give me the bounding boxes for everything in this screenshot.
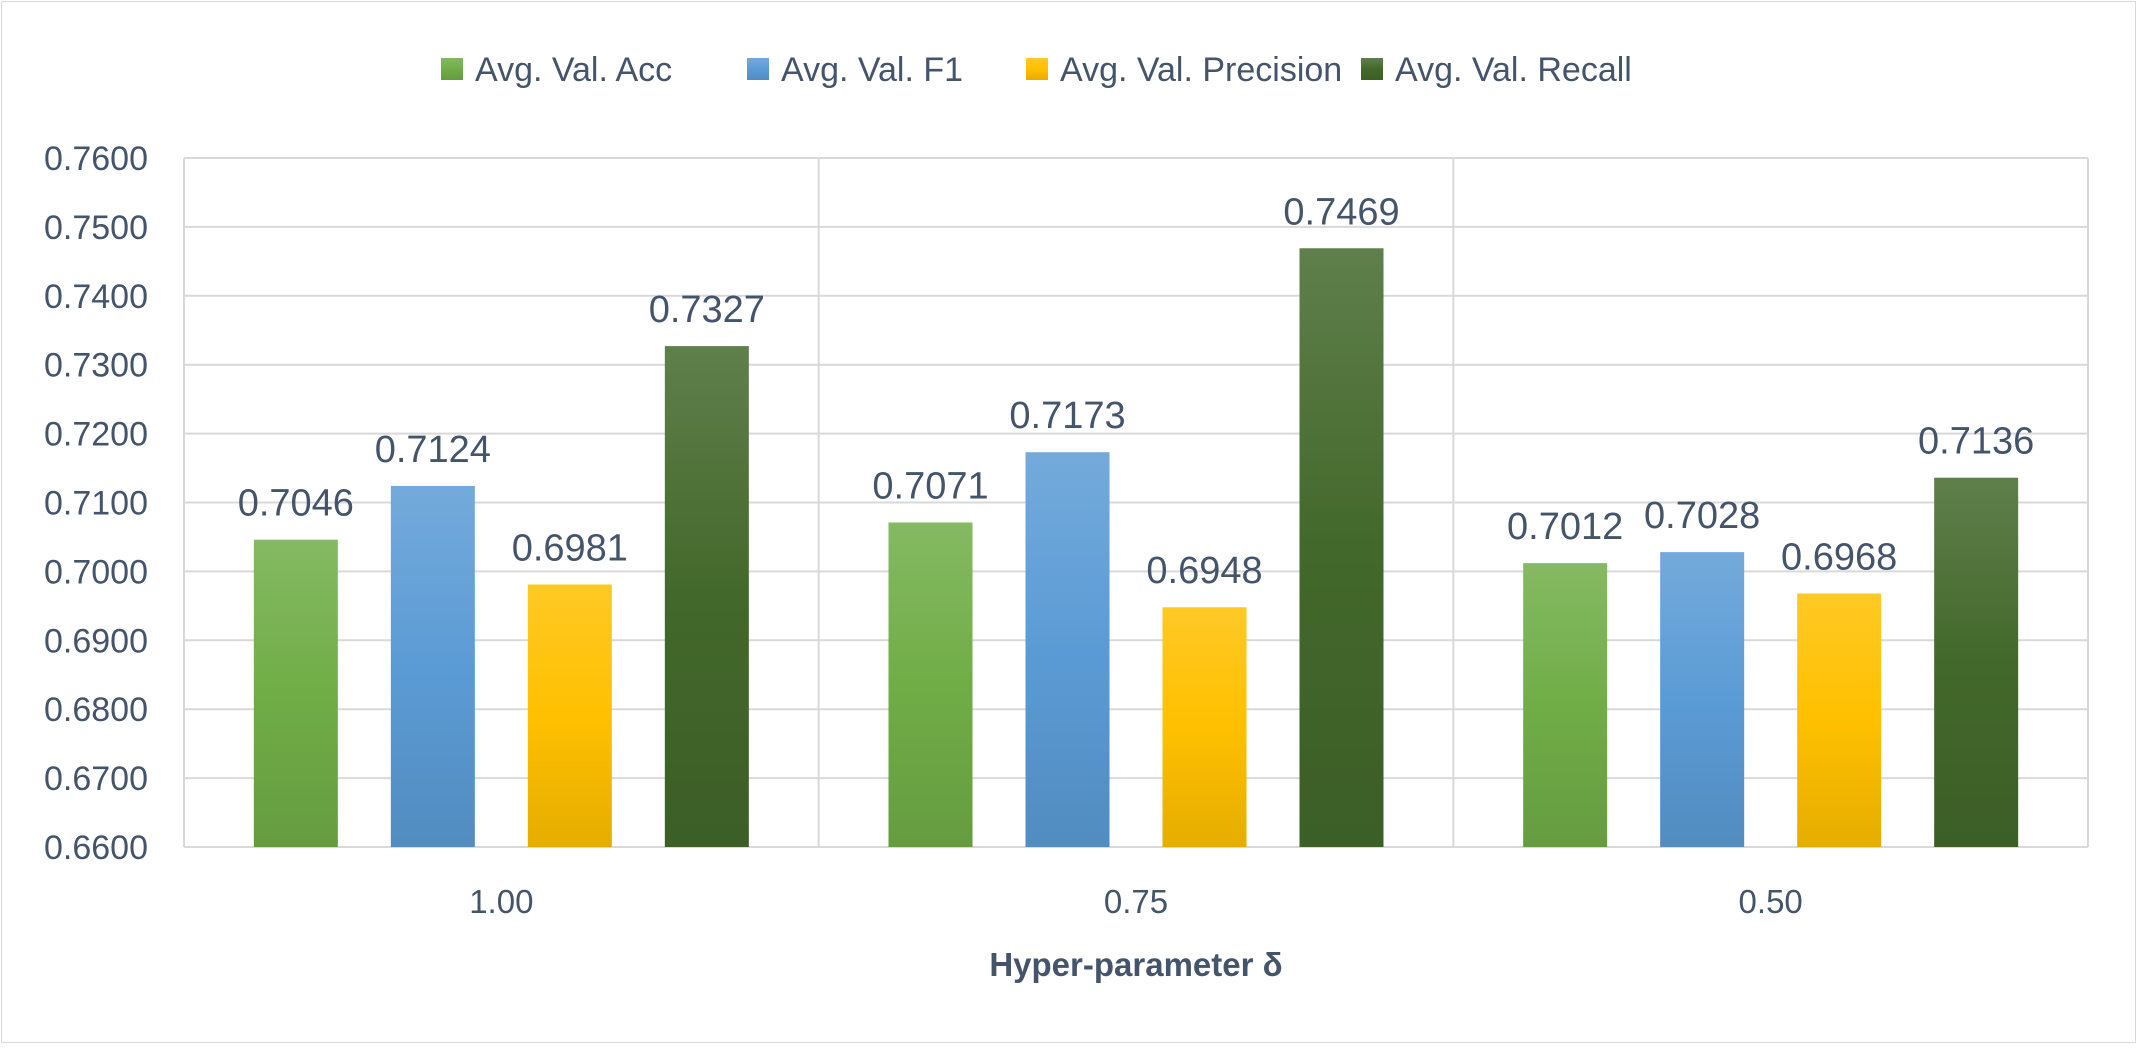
bar (664, 346, 749, 847)
data-label: 0.7124 (375, 429, 491, 471)
data-labels: 0.7046 0.7124 0.6981 0.7327 0.7071 0.7173 0.69… (238, 191, 2035, 592)
legend-swatch (747, 58, 769, 80)
y-tick-label: 0.6800 (44, 691, 148, 729)
data-label: 0.7136 (1918, 421, 2034, 463)
data-label: 0.7028 (1644, 495, 1760, 537)
bar (888, 522, 973, 847)
x-tick-label: 0.75 (1104, 883, 1168, 920)
data-label: 0.7469 (1283, 191, 1399, 233)
bar (1660, 552, 1745, 847)
bar (1797, 593, 1882, 847)
legend-label: Avg. Val. Recall (1395, 51, 1632, 89)
x-axis-title: Hyper-parameter δ (989, 946, 1282, 983)
data-label: 0.6968 (1781, 536, 1897, 578)
data-label: 0.7173 (1009, 395, 1125, 437)
y-tick-label: 0.7400 (44, 278, 148, 316)
y-tick-label: 0.7100 (44, 485, 148, 523)
bars (253, 248, 2019, 847)
data-label: 0.7046 (238, 483, 354, 525)
y-tick-label: 0.7500 (44, 209, 148, 247)
bar (1025, 452, 1110, 847)
bar (1523, 563, 1608, 847)
legend-label: Avg. Val. Precision (1060, 51, 1342, 89)
x-tick-label: 1.00 (469, 883, 533, 920)
legend-label: Avg. Val. Acc (475, 51, 672, 89)
bar (253, 539, 338, 847)
y-tick-label: 0.6700 (44, 760, 148, 798)
y-tick-label: 0.7200 (44, 416, 148, 454)
data-label: 0.7327 (649, 289, 765, 331)
bar (1934, 477, 2019, 847)
y-tick-label: 0.7300 (44, 347, 148, 385)
y-tick-label: 0.6600 (44, 829, 148, 867)
bar (1299, 248, 1384, 847)
legend-swatch (1026, 58, 1048, 80)
legend: Avg. Val. Acc Avg. Val. F1 Avg. Val. Preci… (441, 51, 1632, 89)
bar (527, 584, 612, 847)
data-label: 0.7012 (1507, 506, 1623, 548)
bar (390, 485, 475, 847)
x-axis-ticks: 1.00 0.75 0.50 (469, 883, 1803, 920)
bar (1162, 607, 1247, 847)
legend-swatch (1361, 58, 1383, 80)
y-tick-label: 0.7600 (44, 140, 148, 178)
legend-label: Avg. Val. F1 (781, 51, 963, 89)
y-tick-label: 0.7000 (44, 553, 148, 591)
data-label: 0.6948 (1146, 550, 1262, 592)
data-label: 0.6981 (512, 527, 628, 569)
data-label: 0.7071 (872, 465, 988, 507)
legend-swatch (441, 58, 463, 80)
y-tick-label: 0.6900 (44, 622, 148, 660)
y-axis-ticks: 0.6600 0.6700 0.6800 0.6900 0.7000 0.7100 0.72… (44, 140, 148, 867)
gridlines (183, 157, 2089, 848)
x-tick-label: 0.50 (1739, 883, 1803, 920)
